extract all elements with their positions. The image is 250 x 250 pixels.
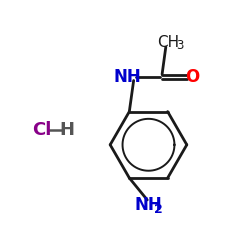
Text: 3: 3 [176,39,184,52]
Text: H: H [60,121,74,139]
Text: Cl: Cl [32,121,52,139]
Text: O: O [184,68,199,86]
Text: CH: CH [157,35,179,50]
Text: NH: NH [134,196,162,214]
Text: NH: NH [114,68,141,86]
Text: 2: 2 [154,203,162,216]
